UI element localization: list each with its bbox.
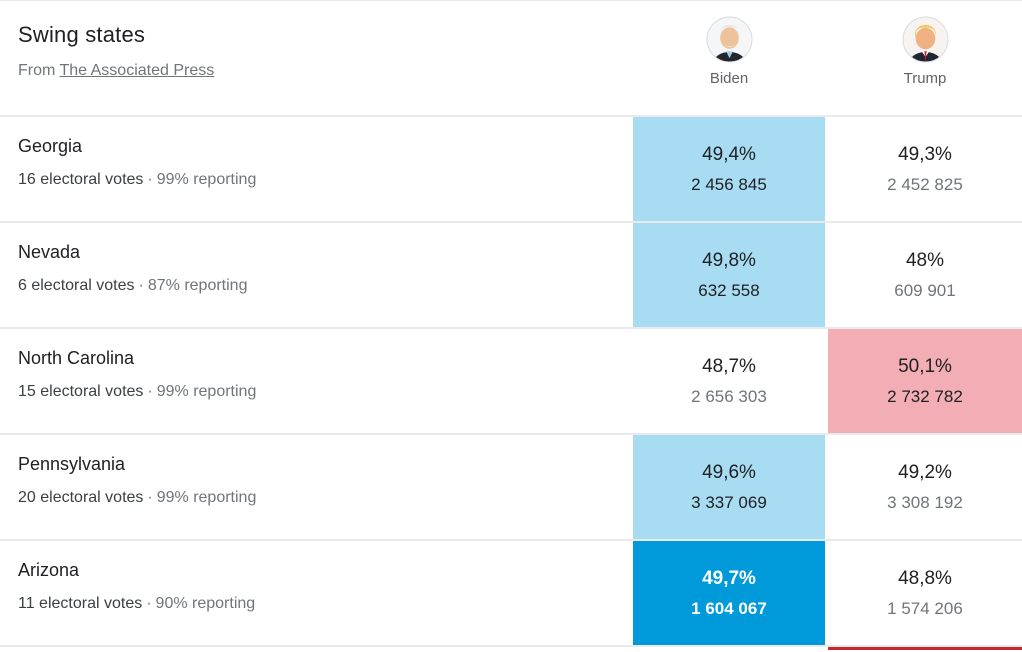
- reporting-label: 90% reporting: [155, 595, 256, 612]
- trump-avatar-icon: [901, 16, 949, 63]
- state-row-pennsylvania: Pennsylvania 20 electoral votes · 99% repo…: [0, 433, 1022, 539]
- electoral-votes-label: 11 electoral votes: [18, 595, 143, 612]
- partial-state-info: [0, 647, 633, 650]
- biden-percent: 49,8%: [702, 249, 756, 271]
- trump-votes: 2 452 825: [887, 174, 963, 194]
- biden-votes: 3 337 069: [691, 492, 767, 512]
- electoral-votes-label: 16 electoral votes: [18, 171, 144, 188]
- source-attribution: From The Associated Press: [18, 62, 633, 80]
- state-row-arizona: Arizona 11 electoral votes · 90% reporting…: [0, 539, 1022, 645]
- source-prefix: From: [18, 62, 56, 79]
- trump-votes: 1 574 206: [887, 598, 963, 618]
- electoral-votes-label: 15 electoral votes: [18, 383, 144, 400]
- candidate-header-trump: Trump: [828, 1, 1022, 115]
- state-meta: 20 electoral votes · 99% reporting: [18, 489, 633, 507]
- header-left: Swing states From The Associated Press: [0, 1, 633, 115]
- ap-source-link[interactable]: The Associated Press: [59, 62, 215, 79]
- state-meta: 11 electoral votes · 90% reporting: [18, 595, 633, 613]
- electoral-votes-label: 6 electoral votes: [18, 277, 135, 294]
- partial-biden-cell: [633, 647, 825, 650]
- reporting-label: 99% reporting: [156, 383, 257, 400]
- reporting-label: 99% reporting: [156, 489, 257, 506]
- state-info: Pennsylvania 20 electoral votes · 99% repo…: [0, 435, 633, 539]
- state-row-georgia: Georgia 16 electoral votes · 99% reporting…: [0, 115, 1022, 221]
- candidate-name-biden: Biden: [709, 70, 749, 87]
- biden-percent: 48,7%: [702, 355, 756, 377]
- biden-percent: 49,4%: [702, 143, 756, 165]
- biden-result-cell: 49,8% 632 558: [633, 223, 825, 327]
- trump-votes: 2 732 782: [887, 386, 963, 406]
- trump-votes: 3 308 192: [887, 492, 963, 512]
- state-name: Pennsylvania: [18, 454, 126, 474]
- trump-percent: 48%: [905, 249, 945, 271]
- state-row-north-carolina: North Carolina 15 electoral votes · 99% re…: [0, 327, 1022, 433]
- trump-result-cell: 49,3% 2 452 825: [828, 117, 1022, 221]
- partial-trump-cell: [828, 647, 1022, 650]
- partial-next-row: [0, 645, 1022, 650]
- state-meta: 16 electoral votes · 99% reporting: [18, 171, 633, 189]
- trump-result-cell: 50,1% 2 732 782: [828, 329, 1022, 433]
- biden-votes: 632 558: [698, 280, 760, 300]
- trump-votes: 609 901: [894, 280, 956, 300]
- column-gap: [825, 435, 828, 539]
- trump-percent: 48,8%: [898, 567, 952, 589]
- dot-separator: ·: [147, 489, 153, 506]
- column-gap: [825, 117, 828, 221]
- biden-votes: 1 604 067: [691, 598, 767, 618]
- dot-separator: ·: [147, 383, 153, 400]
- reporting-label: 87% reporting: [147, 277, 248, 294]
- state-meta: 6 electoral votes · 87% reporting: [18, 277, 633, 295]
- column-gap: [825, 1, 828, 115]
- biden-votes: 2 456 845: [691, 174, 767, 194]
- biden-avatar-icon: [705, 16, 753, 63]
- trump-percent: 49,3%: [898, 143, 952, 165]
- trump-result-cell: 49,2% 3 308 192: [828, 435, 1022, 539]
- state-name: North Carolina: [18, 348, 135, 368]
- biden-percent: 49,7%: [702, 567, 756, 589]
- widget-header: Swing states From The Associated Press: [0, 1, 1022, 115]
- biden-percent: 49,6%: [702, 461, 756, 483]
- candidate-header-biden: Biden: [633, 1, 825, 115]
- state-meta: 15 electoral votes · 99% reporting: [18, 383, 633, 401]
- trump-result-cell: 48,8% 1 574 206: [828, 541, 1022, 645]
- dot-separator: ·: [147, 171, 153, 188]
- biden-result-cell: 49,4% 2 456 845: [633, 117, 825, 221]
- state-row-nevada: Nevada 6 electoral votes · 87% reporting 4…: [0, 221, 1022, 327]
- page-title: Swing states: [18, 22, 146, 47]
- biden-votes: 2 656 303: [691, 386, 767, 406]
- state-info: Arizona 11 electoral votes · 90% reporting: [0, 541, 633, 645]
- biden-result-cell: 49,7% 1 604 067: [633, 541, 825, 645]
- column-gap: [825, 541, 828, 645]
- column-gap: [825, 223, 828, 327]
- candidate-name-trump: Trump: [903, 70, 947, 87]
- trump-percent: 49,2%: [898, 461, 952, 483]
- state-name: Georgia: [18, 136, 83, 156]
- state-name: Arizona: [18, 560, 80, 580]
- state-info: Georgia 16 electoral votes · 99% reporting: [0, 117, 633, 221]
- dot-separator: ·: [138, 277, 144, 294]
- reporting-label: 99% reporting: [156, 171, 257, 188]
- biden-result-cell: 48,7% 2 656 303: [633, 329, 825, 433]
- state-info: Nevada 6 electoral votes · 87% reporting: [0, 223, 633, 327]
- biden-result-cell: 49,6% 3 337 069: [633, 435, 825, 539]
- state-name: Nevada: [18, 242, 81, 262]
- dot-separator: ·: [146, 595, 152, 612]
- electoral-votes-label: 20 electoral votes: [18, 489, 144, 506]
- state-info: North Carolina 15 electoral votes · 99% re…: [0, 329, 633, 433]
- column-gap: [825, 647, 828, 650]
- trump-result-cell: 48% 609 901: [828, 223, 1022, 327]
- column-gap: [825, 329, 828, 433]
- trump-percent: 50,1%: [898, 355, 952, 377]
